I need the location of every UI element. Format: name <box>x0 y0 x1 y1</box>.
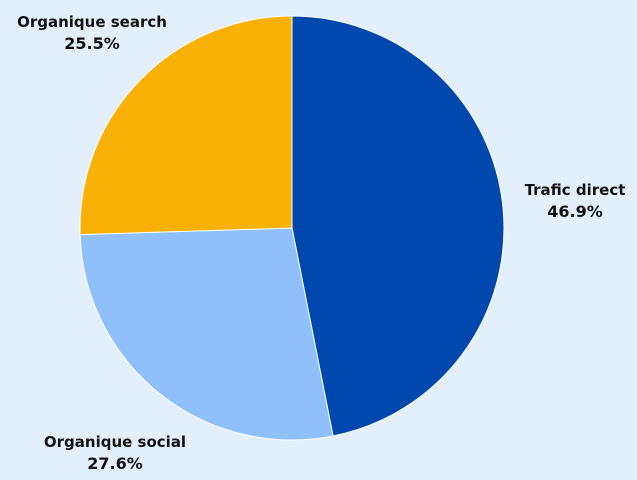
pie-slice-organique-search <box>79 15 293 236</box>
pie-slice-trafic-direct <box>291 15 505 437</box>
pie-slices <box>79 15 505 441</box>
pie-slice-organique-social <box>79 227 334 441</box>
slice-label: Trafic direct <box>525 181 626 199</box>
slice-label: Organique search <box>17 13 167 31</box>
slice-percent-label: 25.5% <box>64 34 120 53</box>
slice-percent-label: 46.9% <box>547 202 603 221</box>
slice-percent-label: 27.6% <box>87 454 143 473</box>
slice-label: Organique social <box>44 433 186 451</box>
pie-labels: Trafic direct 46.9% Organique social 27.6% O… <box>17 13 625 473</box>
